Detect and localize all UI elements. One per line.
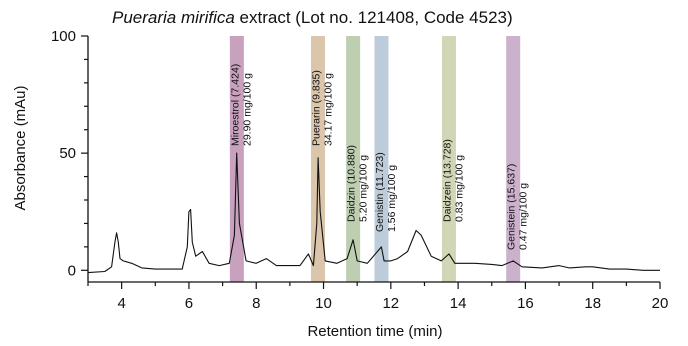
peak-amount-label: 1.56 mg/100 g [386, 165, 398, 232]
x-axis-label: Retention time (min) [307, 323, 442, 340]
chart-title: Pueraria mirifica extract (Lot no. 12140… [112, 8, 513, 27]
chart-title-rest: extract (Lot no. 121408, Code 4523) [235, 8, 513, 27]
x-tick-label: 12 [382, 295, 399, 312]
peak-labels: Miroestrol (7.424) 29.90 mg/100 g Puerarin… [229, 64, 529, 250]
peak-amount-label: 0.47 mg/100 g [518, 183, 530, 250]
chart-title-italic: Pueraria mirifica [112, 8, 235, 27]
x-tick-label: 18 [584, 295, 601, 312]
peak-band-4 [374, 36, 389, 282]
y-tick-label: 100 [51, 28, 76, 45]
y-tick-label: 50 [59, 145, 76, 162]
peak-amount-label: 29.90 mg/100 g [241, 73, 253, 146]
y-axis-label: Absorbance (mAu) [12, 85, 29, 210]
peak-name-label: Miroestrol (7.424) [229, 64, 241, 146]
x-tick-label: 4 [117, 295, 125, 312]
peak-name-label: Puerarin (9.835) [310, 70, 322, 146]
x-tick-label: 14 [450, 295, 467, 312]
peak-name-label: Genistin (11.723) [374, 152, 386, 232]
x-tick-label: 8 [252, 295, 260, 312]
x-tick-label: 6 [185, 295, 193, 312]
peak-band-3 [346, 36, 361, 282]
peak-band-6 [506, 36, 521, 282]
x-tick-label: 10 [315, 295, 332, 312]
peak-amount-label: 34.17 mg/100 g [322, 73, 334, 146]
peak-amount-label: 0.83 mg/100 g [453, 155, 465, 222]
axes: 4 6 8 10 12 14 16 18 20 0 50 100 [51, 28, 668, 312]
peak-name-label: Daidzein (13.728) [441, 139, 453, 222]
peak-name-label: Daidzin (10.880) [346, 145, 358, 222]
peak-amount-label: 5.20 mg/100 g [358, 155, 370, 222]
peak-name-label: Genistein (15.637) [506, 164, 518, 250]
x-tick-label: 20 [652, 295, 669, 312]
chromatogram-trace [87, 152, 660, 274]
peak-band-5 [441, 36, 456, 282]
y-tick-label: 0 [68, 262, 76, 279]
x-tick-label: 16 [517, 295, 534, 312]
